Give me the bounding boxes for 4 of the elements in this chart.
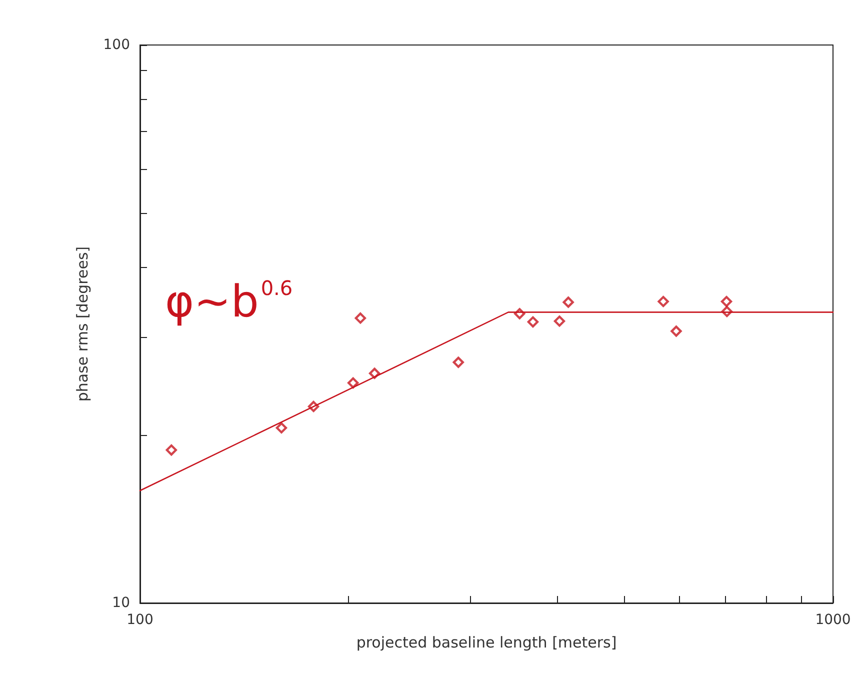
y-axis-title: phase rms [degrees] xyxy=(74,246,92,402)
x-tick-label: 1000 xyxy=(815,612,851,628)
y-tick-label: 10 xyxy=(112,595,130,611)
x-axis-title: projected baseline length [meters] xyxy=(356,634,617,652)
